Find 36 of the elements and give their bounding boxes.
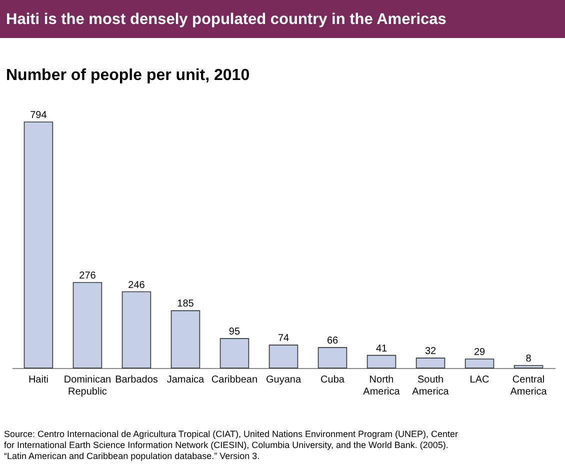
source-note: Source: Centro Internacional de Agricultura Tropical (CIAT), United Nations Environment Program (UNEP), Center for International Earth Science Information Network (CIESIN), Columbia University, and the World Bank. (2005). “Latin American and Caribbean population database.” Version 3. [4,429,458,461]
bar [220,338,250,368]
x-tick-label: Dominican Republic [64,374,112,398]
bar [514,365,544,368]
bar [318,347,348,368]
x-tick-label: Jamaica [166,374,205,386]
bar [268,344,298,368]
chart-title: Haiti is the most densely populated country in the Americas [6,11,446,28]
bar [24,122,54,368]
data-label: 276 [79,270,96,282]
bar [122,291,152,368]
x-tick-label: Haiti [28,374,48,386]
data-label: 185 [177,298,194,310]
data-label: 29 [474,347,486,358]
bar [72,282,102,368]
data-label: 95 [228,326,240,338]
bar [464,358,494,368]
data-label: 66 [326,336,339,347]
bar [416,358,446,368]
bar [366,354,396,368]
x-tick-label: LAC [470,374,490,386]
x-tick-label: Cuba [320,374,345,386]
bar [170,310,200,368]
data-label: 794 [30,110,48,121]
data-label: 32 [424,346,437,358]
x-tick-label: Guyana [266,374,302,386]
data-label: 41 [376,343,388,354]
x-tick-label: Barbados [115,374,158,386]
x-tick-label: Central America [510,374,548,398]
data-label: 74 [278,333,290,344]
x-tick-label: North America [363,374,400,398]
data-label: 246 [128,280,146,291]
x-tick-label: South America [412,374,450,398]
chart-subtitle: Number of people per unit, 2010 [6,67,250,84]
x-tick-label: Caribbean [211,374,258,386]
data-label: 8 [526,354,532,365]
